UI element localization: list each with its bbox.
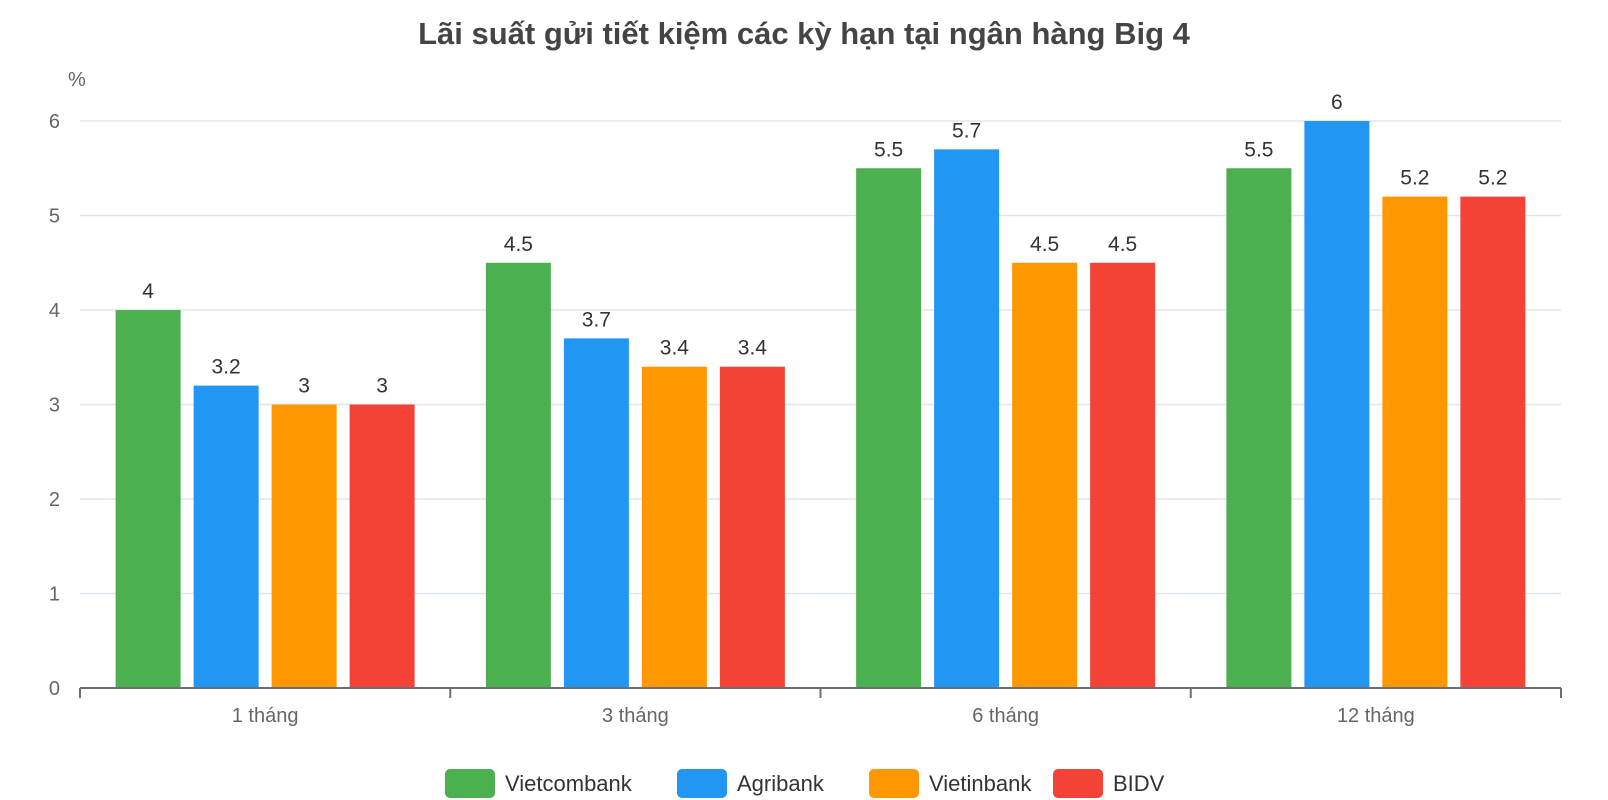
legend-item-agribank[interactable]: Agribank	[677, 769, 825, 798]
x-tick-label: 1 tháng	[232, 705, 299, 727]
y-tick-label: 1	[49, 584, 60, 606]
legend-swatch	[445, 769, 495, 798]
data-label: 4	[142, 280, 154, 303]
legend-label: Agribank	[737, 771, 825, 796]
bar-agribank	[1304, 121, 1370, 688]
data-label: 5.5	[1244, 138, 1273, 161]
data-label: 3	[376, 375, 388, 398]
bar-vietinbank	[1382, 196, 1448, 688]
bar-agribank	[934, 149, 1000, 689]
y-tick-label: 5	[49, 206, 60, 228]
data-label: 3.7	[582, 308, 611, 331]
legend-swatch	[677, 769, 727, 798]
y-tick-label: 4	[49, 300, 60, 322]
bar-bidv	[1460, 196, 1526, 688]
legend-item-bidv[interactable]: BIDV	[1053, 769, 1165, 798]
bar-bidv	[349, 404, 415, 688]
legend-swatch	[1053, 769, 1103, 798]
bar-vietinbank	[1012, 262, 1078, 688]
y-tick-label: 6	[49, 111, 60, 133]
x-tick-label: 12 tháng	[1337, 705, 1415, 727]
y-tick-label: 2	[49, 489, 60, 511]
bar-vietinbank	[641, 366, 707, 688]
bar-agribank	[193, 385, 259, 688]
data-label: 4.5	[1030, 233, 1059, 256]
data-label: 3.4	[660, 337, 690, 360]
bar-vietcombank	[115, 310, 181, 688]
data-label: 5.7	[952, 119, 981, 142]
bar-vietcombank	[856, 168, 922, 688]
bar-bidv	[719, 366, 785, 688]
legend-label: Vietinbank	[929, 771, 1032, 796]
chart-title: Lãi suất gửi tiết kiệm các kỳ hạn tại ng…	[418, 16, 1191, 51]
legend-swatch	[869, 769, 919, 798]
data-label: 4.5	[504, 233, 533, 256]
data-label: 6	[1331, 91, 1343, 114]
data-label: 3.4	[738, 337, 768, 360]
data-label: 5.2	[1400, 167, 1429, 190]
bar-vietcombank	[1226, 168, 1292, 688]
legend-item-vietinbank[interactable]: Vietinbank	[869, 769, 1032, 798]
bar-agribank	[563, 338, 629, 688]
x-tick-label: 3 tháng	[602, 705, 669, 727]
data-label: 5.5	[874, 138, 903, 161]
x-tick-label: 6 tháng	[972, 705, 1039, 727]
data-label: 3.2	[212, 356, 241, 379]
y-tick-label: 3	[49, 395, 60, 417]
data-label: 3	[298, 375, 310, 398]
data-label: 4.5	[1108, 233, 1137, 256]
legend-label: BIDV	[1113, 771, 1165, 796]
y-tick-label: 0	[49, 678, 60, 700]
bar-vietinbank	[271, 404, 337, 688]
legend-item-vietcombank[interactable]: Vietcombank	[445, 769, 633, 798]
bar-bidv	[1090, 262, 1156, 688]
y-axis-label: %	[68, 69, 86, 91]
bar-vietcombank	[485, 262, 551, 688]
legend-label: Vietcombank	[505, 771, 633, 796]
data-label: 5.2	[1478, 167, 1507, 190]
